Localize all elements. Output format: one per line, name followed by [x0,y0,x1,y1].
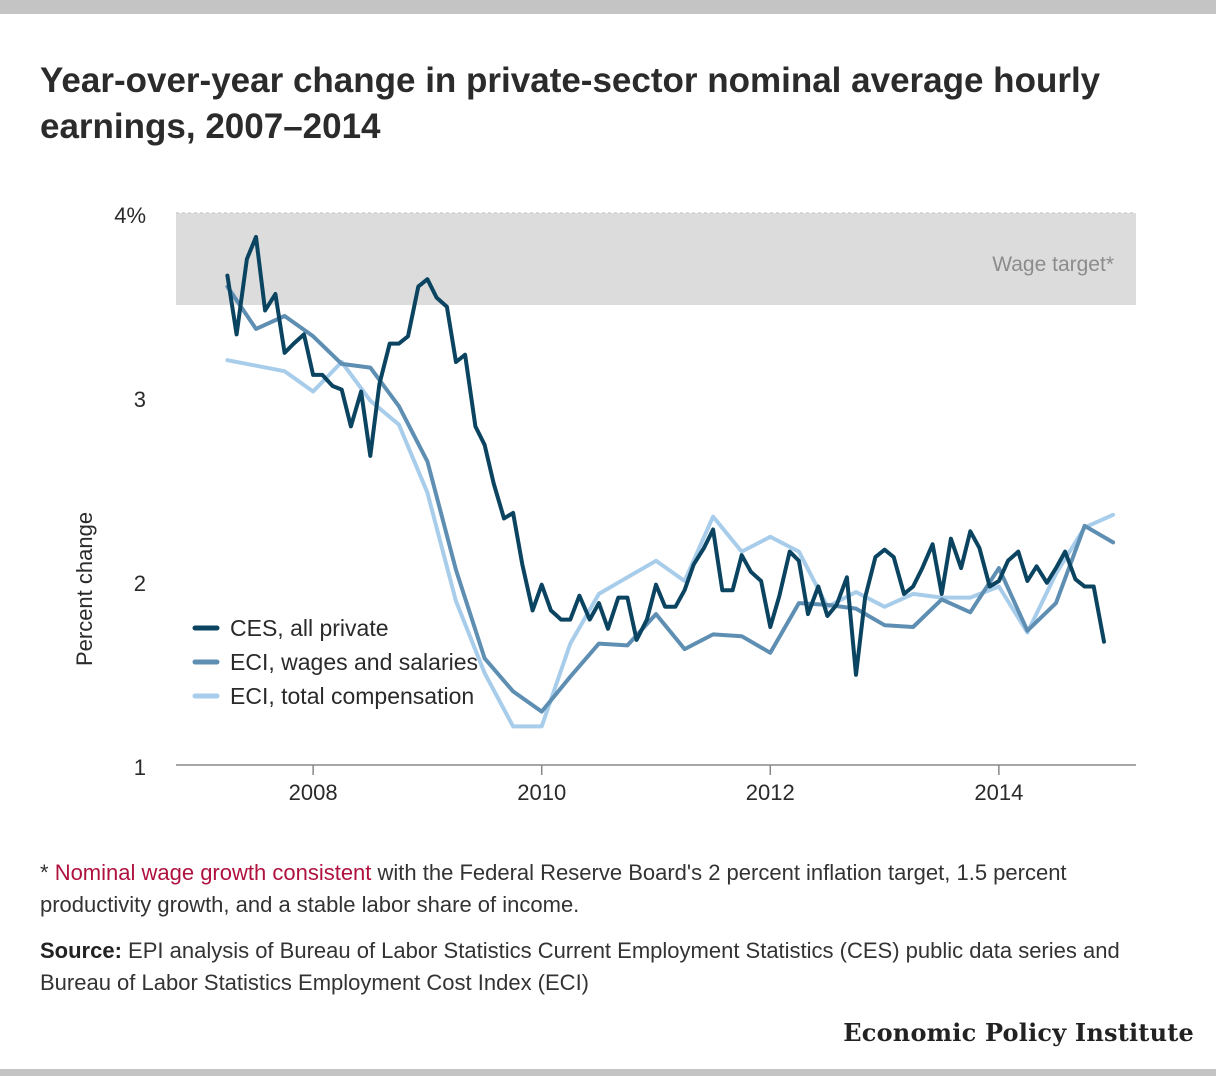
top-border [0,0,1216,14]
series-line-ces [225,234,1106,677]
x-tick-label: 2012 [746,780,795,805]
footnote-text: with the Federal Reserve Board's 2 perce… [40,860,1067,917]
y-tick-label: 1 [134,755,146,780]
y-axis-label: Percent change [72,512,97,666]
x-tick-label: 2008 [289,780,338,805]
source-text: EPI analysis of Bureau of Labor Statisti… [40,938,1120,995]
x-tick-label: 2014 [974,780,1023,805]
wage-target-band [176,213,1136,305]
footnote-prefix: * [40,860,55,885]
brand-logo: Economic Policy Institute [843,1018,1194,1047]
y-tick-label: 4% [114,203,146,228]
footnote-link[interactable]: Nominal wage growth consistent [54,860,372,885]
y-tick-label: 2 [134,571,146,596]
series-line-eci-wages [225,284,1116,714]
source-note: Source: EPI analysis of Bureau of Labor … [40,935,1170,999]
y-tick-label: 3 [134,387,146,412]
legend-label-eci-wages: ECI, wages and salaries [230,649,478,675]
legend-label-eci-comp: ECI, total compensation [230,683,474,709]
legend-label-ces: CES, all private [230,615,389,641]
source-label: Source: [40,938,122,963]
bottom-border [0,1069,1216,1076]
chart-area: Wage target* 2008 2010 2012 2014 1 2 3 4% Percent… [72,203,1136,805]
wage-target-label: Wage target* [992,253,1114,276]
x-tick-label: 2010 [517,780,566,805]
chart-title: Year-over-year change in private-sector … [40,61,1101,146]
footnote: * Nominal wage growth consistent with th… [40,857,1170,921]
